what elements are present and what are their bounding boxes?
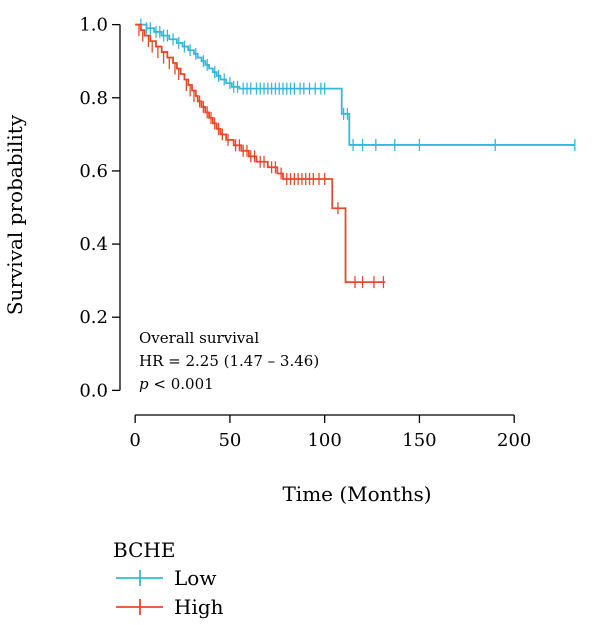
x-tick-label: 200 bbox=[497, 430, 531, 451]
legend-title: BCHE bbox=[113, 538, 175, 562]
series-high bbox=[135, 23, 386, 289]
x-tick-label: 50 bbox=[218, 430, 241, 451]
y-tick-label: 1.0 bbox=[79, 15, 108, 36]
legend-label-high: High bbox=[174, 595, 224, 619]
legend-entry-low: Low bbox=[116, 566, 216, 590]
survival-curve-low bbox=[135, 23, 575, 146]
x-tick-label: 0 bbox=[129, 430, 140, 451]
annotation-p-symbol: p bbox=[139, 375, 149, 393]
y-tick-label: 0.6 bbox=[79, 161, 108, 182]
y-tick-label: 0.2 bbox=[79, 307, 108, 328]
y-axis-title: Survival probability bbox=[3, 114, 27, 315]
x-axis-title: Time (Months) bbox=[282, 482, 431, 506]
annotation-overall-survival: Overall survival bbox=[139, 329, 259, 347]
y-axis-ticks: 0.0 0.2 0.4 0.6 0.8 1.0 bbox=[79, 15, 120, 401]
annotation-p-rest: < 0.001 bbox=[149, 375, 214, 393]
series-low bbox=[135, 18, 576, 151]
survival-curves bbox=[135, 18, 576, 289]
legend: BCHE Low High bbox=[113, 538, 224, 619]
annotation-block: Overall survival HR = 2.25 (1.47 – 3.46)… bbox=[139, 329, 319, 393]
x-tick-label: 100 bbox=[307, 430, 341, 451]
y-tick-label: 0.0 bbox=[79, 380, 108, 401]
legend-label-low: Low bbox=[174, 566, 216, 590]
y-tick-label: 0.8 bbox=[79, 88, 108, 109]
survival-curve-high bbox=[135, 23, 386, 284]
plot-area: 0.0 0.2 0.4 0.6 0.8 1.0 0 50 100 150 200 bbox=[79, 15, 576, 451]
y-tick-label: 0.4 bbox=[79, 234, 108, 255]
annotation-hazard-ratio: HR = 2.25 (1.47 – 3.46) bbox=[139, 352, 319, 370]
annotation-p-value: p < 0.001 bbox=[139, 375, 214, 393]
legend-entry-high: High bbox=[116, 595, 224, 619]
x-axis-ticks: 0 50 100 150 200 bbox=[129, 415, 531, 451]
x-tick-label: 150 bbox=[402, 430, 436, 451]
